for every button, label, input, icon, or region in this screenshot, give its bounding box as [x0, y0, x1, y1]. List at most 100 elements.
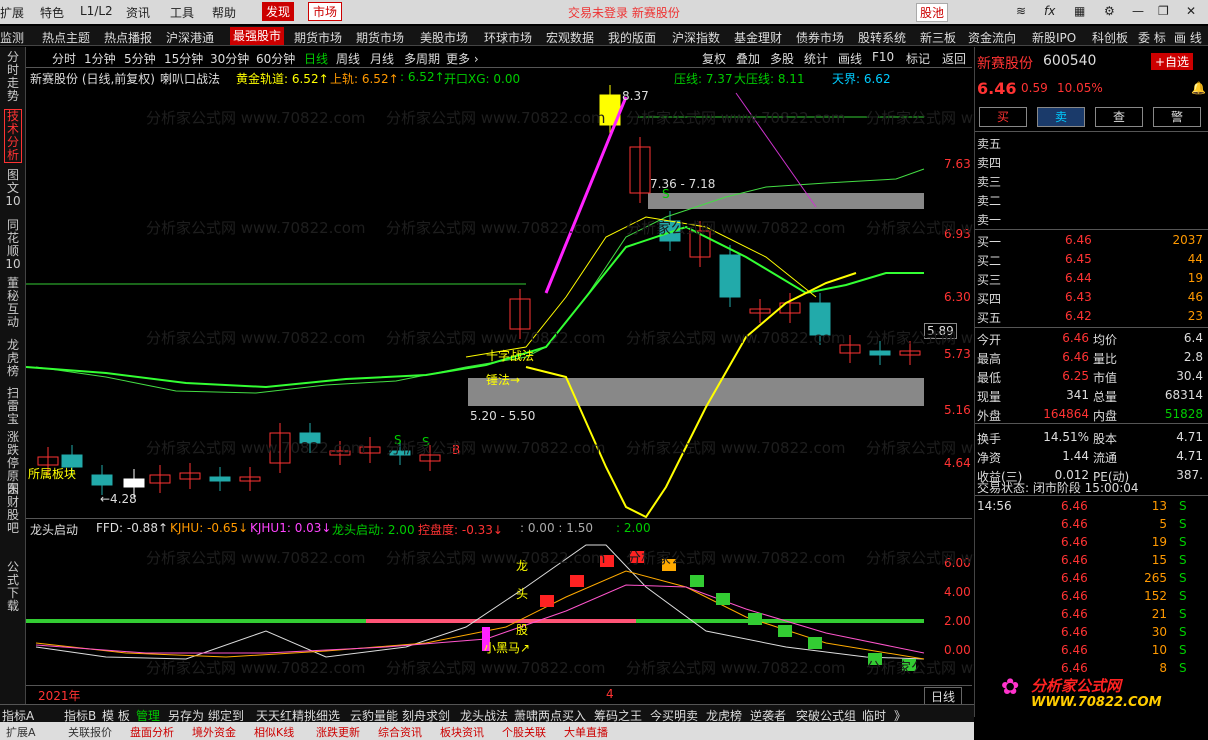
buy-button[interactable]: 买 — [979, 107, 1027, 127]
nav-item[interactable]: 新股IPO — [1032, 31, 1077, 45]
period-tab[interactable]: 日线 — [304, 52, 329, 66]
nav-item[interactable]: 期货市场 — [294, 31, 343, 45]
period-tab[interactable]: 分时 — [52, 52, 77, 66]
period-tab[interactable]: 30分钟 — [210, 52, 250, 66]
indicator-tab[interactable]: 临时 — [862, 709, 887, 723]
stock-pool-button[interactable]: 股池 — [916, 3, 949, 22]
extension-tab[interactable]: 关联报价 — [68, 726, 112, 739]
restore-icon[interactable]: ❐ — [1158, 4, 1169, 18]
chart-tool-button[interactable]: 复权 — [702, 52, 727, 66]
nav-item[interactable]: 监测 — [0, 31, 25, 45]
sidebar-item[interactable]: 扫雷宝 — [6, 386, 19, 426]
menu-extend[interactable]: 扩展 — [0, 6, 25, 20]
alert-button[interactable]: 警 — [1153, 107, 1201, 127]
period-tab[interactable]: 月线 — [370, 52, 395, 66]
chart-tool-button[interactable]: 标记 — [906, 52, 931, 66]
nav-item[interactable]: 基金理财 — [734, 31, 783, 45]
grid-icon[interactable]: ▦ — [1074, 4, 1086, 18]
add-watchlist-button[interactable]: +自选 — [1151, 53, 1194, 70]
nav-item[interactable]: 股转系统 — [858, 31, 907, 45]
menu-tools[interactable]: 工具 — [170, 6, 195, 20]
indicator-tab[interactable]: 指标B — [64, 709, 97, 723]
close-icon[interactable]: ✕ — [1186, 4, 1197, 18]
nav-item[interactable]: 新三板 — [920, 31, 957, 45]
sidebar-item[interactable]: 同花顺10 — [5, 218, 21, 271]
indicator-tab[interactable]: 突破公式组 — [796, 709, 857, 723]
extension-tab[interactable]: 境外资金 — [192, 726, 236, 739]
sell-button[interactable]: 卖 — [1037, 107, 1085, 127]
nav-item[interactable]: 热点播报 — [104, 31, 153, 45]
period-tab[interactable]: 更多 › — [446, 52, 479, 66]
nav-item[interactable]: 期货市场 — [356, 31, 405, 45]
period-tab[interactable]: 5分钟 — [124, 52, 156, 66]
extension-tab[interactable]: 涨跌更新 — [316, 726, 360, 739]
nav-item[interactable]: 资金流向 — [968, 31, 1017, 45]
menu-l1l2[interactable]: L1/L2 — [80, 4, 113, 18]
menu-feature[interactable]: 特色 — [40, 6, 65, 20]
menu-news[interactable]: 资讯 — [126, 6, 151, 20]
bell-icon[interactable]: 🔔 — [1191, 81, 1206, 95]
sidebar-item[interactable]: 分时走势 — [6, 50, 19, 103]
period-tab[interactable]: 周线 — [336, 52, 361, 66]
indicator-tab[interactable]: 云豹量能 — [350, 709, 399, 723]
indicator-tab[interactable]: 刻舟求剑 — [402, 709, 451, 723]
indicator-tab[interactable]: 逆袭者 — [750, 709, 787, 723]
extension-tab[interactable]: 个股关联 — [502, 726, 546, 739]
indicator-tab[interactable]: 指标A — [2, 709, 35, 723]
nav-item[interactable]: 委 标 — [1138, 31, 1166, 45]
indicator-tab[interactable]: 萧啸两点买入 — [514, 709, 587, 723]
nav-item[interactable]: 科创板 — [1092, 31, 1129, 45]
nav-item[interactable]: 沪深港通 — [166, 31, 215, 45]
chart-area[interactable]: 分时 1分钟 5分钟 15分钟 30分钟 60分钟 日线 周线 月线 多周期 更多 › 复权 叠加 多股统… — [26, 47, 1086, 717]
chart-tool-button[interactable]: 返回 — [942, 52, 967, 66]
chart-tool-button[interactable]: 画线 — [838, 52, 863, 66]
sidebar-item[interactable]: 图文10 — [5, 168, 21, 208]
formula-icon[interactable]: fx — [1044, 4, 1056, 18]
indicator-tab[interactable]: 筹码之王 — [594, 709, 643, 723]
extension-tab[interactable]: 大单直播 — [564, 726, 608, 739]
sidebar-item[interactable]: 涨跌停原因 — [6, 430, 19, 496]
extension-tab[interactable]: 盘面分析 — [130, 726, 174, 739]
period-tab[interactable]: 1分钟 — [84, 52, 116, 66]
nav-item[interactable]: 美股市场 — [420, 31, 469, 45]
extension-tab[interactable]: 相似K线 — [254, 726, 295, 739]
kline-chart[interactable] — [26, 47, 972, 717]
nav-item[interactable]: 我的版面 — [608, 31, 657, 45]
sidebar-item[interactable]: 东财股吧 — [6, 482, 19, 535]
nav-item[interactable]: 沪深指数 — [672, 31, 721, 45]
chart-tool-button[interactable]: F10 — [872, 50, 895, 64]
query-button[interactable]: 查 — [1095, 107, 1143, 127]
chart-tool-button[interactable]: 统计 — [804, 52, 829, 66]
extension-tab[interactable]: 板块资讯 — [440, 726, 484, 739]
discover-button[interactable]: 发现 — [262, 2, 295, 21]
indicator-tab[interactable]: 模 板 — [102, 709, 130, 723]
nav-item[interactable]: 画 线 — [1174, 31, 1202, 45]
period-tab[interactable]: 多周期 — [404, 52, 441, 66]
indicator-tab[interactable]: 另存为 — [168, 709, 205, 723]
market-button[interactable]: 市场 — [308, 2, 343, 21]
indicator-tab[interactable]: 龙头战法 — [460, 709, 509, 723]
indicator-tab[interactable]: 管理 — [136, 709, 161, 723]
minimize-icon[interactable]: — — [1132, 4, 1144, 18]
nav-item[interactable]: 热点主题 — [42, 31, 91, 45]
sidebar-item[interactable]: 公式下载 — [6, 560, 19, 613]
chart-tool-button[interactable]: 叠加 — [736, 52, 761, 66]
nav-item[interactable]: 环球市场 — [484, 31, 533, 45]
extension-tab[interactable]: 扩展A — [6, 726, 36, 739]
indicator-tab[interactable]: 天天红精挑细选 — [256, 709, 341, 723]
sidebar-item[interactable]: 技术分析 — [4, 109, 22, 163]
period-tab[interactable]: 15分钟 — [164, 52, 204, 66]
chart-tool-button[interactable]: 多股 — [770, 52, 795, 66]
sidebar-item[interactable]: 董秘互动 — [6, 276, 19, 329]
indicator-tab[interactable]: 今买明卖 — [650, 709, 699, 723]
layers-icon[interactable]: ≋ — [1016, 4, 1027, 18]
nav-item[interactable]: 最强股市 — [230, 27, 285, 45]
indicator-tab[interactable]: 龙虎榜 — [706, 709, 743, 723]
period-tab[interactable]: 60分钟 — [256, 52, 296, 66]
sidebar-item[interactable]: 龙虎榜 — [6, 338, 19, 378]
extension-tab[interactable]: 综合资讯 — [378, 726, 422, 739]
indicator-tab[interactable]: 》 — [894, 709, 907, 723]
settings-icon[interactable]: ⚙ — [1104, 4, 1115, 18]
nav-item[interactable]: 宏观数据 — [546, 31, 595, 45]
indicator-tab[interactable]: 绑定到 — [208, 709, 245, 723]
